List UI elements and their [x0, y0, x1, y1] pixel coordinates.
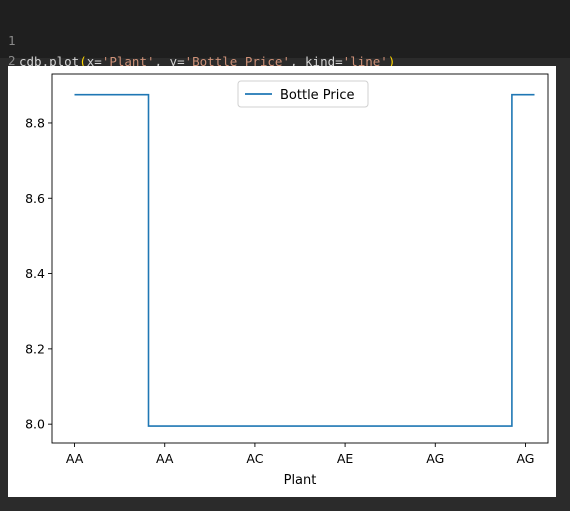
code-token: cdb.plot	[19, 54, 80, 69]
x-tick-label: AG	[516, 451, 534, 466]
code-token: , y=	[154, 54, 185, 69]
y-tick-label: 8.8	[25, 115, 45, 130]
code-token: 'Plant'	[101, 54, 155, 69]
code-token: x=	[86, 54, 102, 69]
x-tick-label: AE	[337, 451, 354, 466]
x-tick-label: AC	[246, 451, 263, 466]
y-tick-label: 8.4	[25, 266, 45, 281]
axes-frame	[51, 73, 549, 444]
output-panel: 8.0 8.2 8.4 8.6 8.8 AA AA AC AE AG AG Plant Bottle P…	[8, 66, 556, 497]
y-tick-label: 8.6	[25, 191, 45, 206]
code-token: 'Bottle Price'	[184, 54, 290, 69]
legend-box	[237, 80, 369, 108]
x-tick-label: AA	[66, 451, 84, 466]
code-token: , kind=	[289, 54, 343, 69]
line-chart: 8.0 8.2 8.4 8.6 8.8 AA AA AC AE AG AG Plant Bottle P…	[25, 73, 549, 488]
x-tick-label: AG	[426, 451, 444, 466]
code-line-2[interactable]: 2 plt.show()	[0, 29, 94, 89]
code-token: (	[79, 54, 87, 69]
y-tick-label: 8.0	[25, 417, 45, 432]
code-token: 'line'	[342, 54, 388, 69]
x-axis-label: Plant	[284, 473, 317, 488]
line-number: 1	[8, 33, 16, 48]
code-text[interactable]: cdb.plot(x='Plant', y='Bottle Price', ki…	[19, 51, 395, 72]
series-line-bottle-price	[74, 93, 535, 427]
y-tick-label: 8.2	[25, 341, 45, 356]
code-cell[interactable]: 1 cdb.plot(x='Plant', y='Bottle Price', …	[0, 0, 570, 89]
code-line-1[interactable]: 1 cdb.plot(x='Plant', y='Bottle Price', …	[0, 9, 395, 69]
legend-label: Bottle Price	[280, 88, 355, 103]
line-number: 2	[8, 53, 16, 68]
plot-layer: 8.0 8.2 8.4 8.6 8.8 AA AA AC AE AG AG Plant Bottle P…	[25, 73, 549, 488]
x-tick-label: AA	[156, 451, 174, 466]
code-token: )	[387, 54, 396, 69]
